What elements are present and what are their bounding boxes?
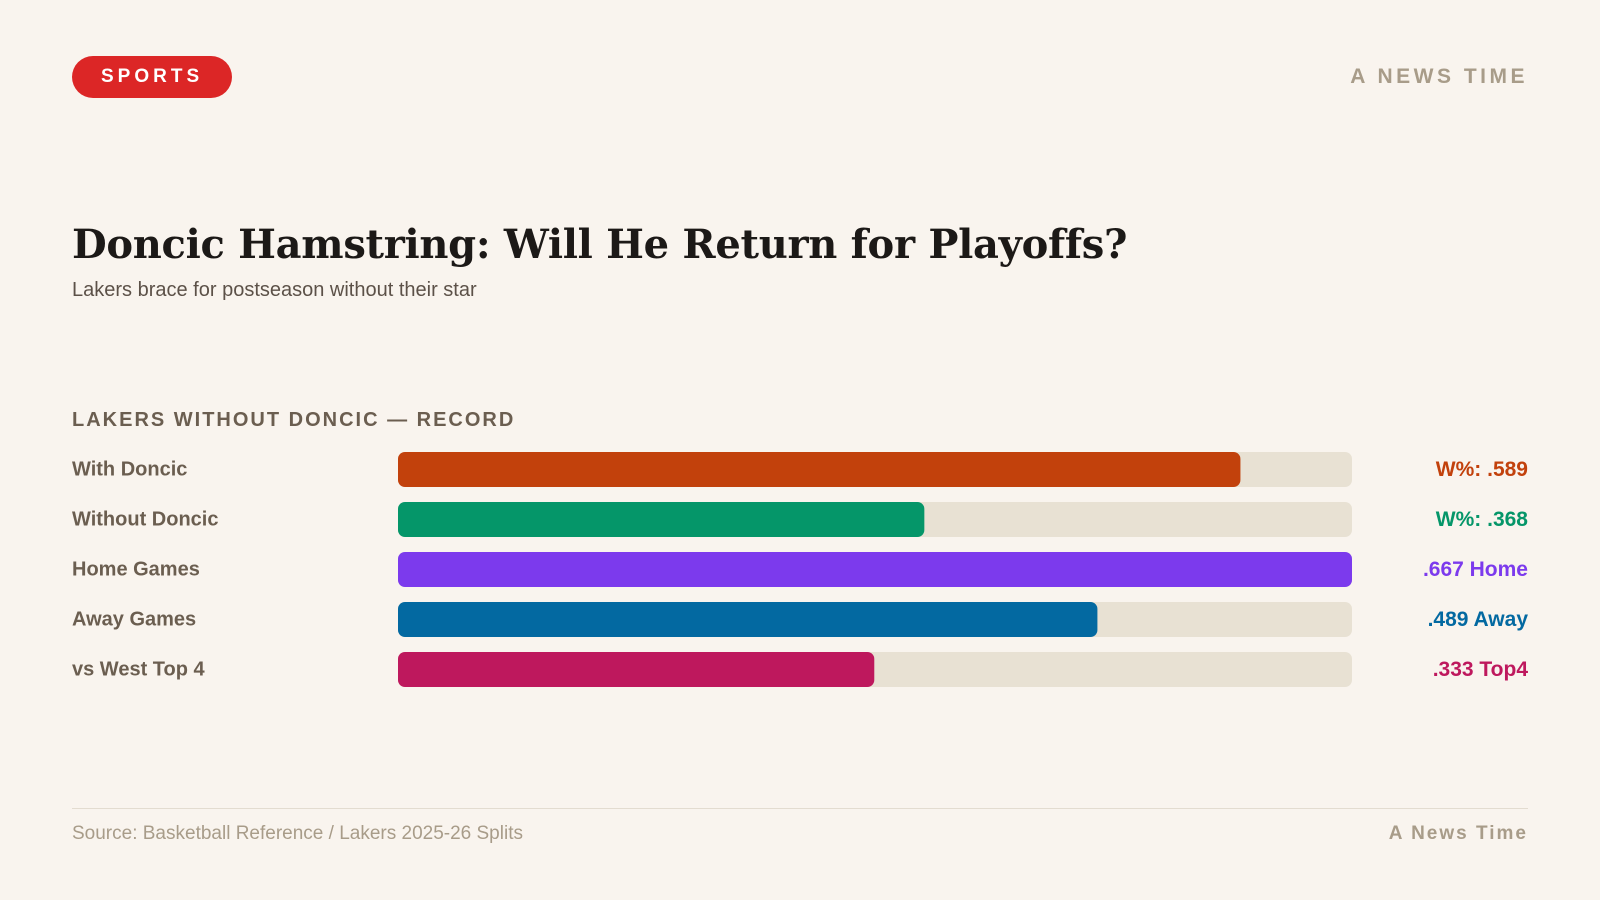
chart-title: LAKERS WITHOUT DONCIC — RECORD [72, 409, 516, 431]
bar-category-label: Home Games [72, 559, 200, 581]
bar-category-label: vs West Top 4 [72, 659, 206, 681]
bar-category-label: Away Games [72, 609, 196, 631]
brand-logo-text: A NEWS TIME [1350, 65, 1528, 88]
bar-value-label: W%: .368 [1436, 508, 1529, 531]
bar [398, 552, 1352, 587]
bar-category-label: Without Doncic [72, 509, 218, 531]
article-subtitle: Lakers brace for postseason without thei… [72, 279, 477, 301]
bar-value-label: .333 Top4 [1433, 658, 1529, 681]
bar-value-label: .667 Home [1423, 558, 1528, 581]
article-title: Doncic Hamstring: Will He Return for Pla… [72, 221, 1128, 268]
section-badge: SPORTS [72, 56, 233, 98]
bar-category-label: With Doncic [72, 459, 187, 481]
footer-brand: A News Time [1388, 823, 1528, 844]
bar [398, 602, 1098, 637]
bar [398, 502, 925, 537]
footer-divider [72, 808, 1528, 809]
bar [398, 452, 1241, 487]
bar-value-label: W%: .589 [1436, 458, 1528, 481]
source-note: Source: Basketball Reference / Lakers 20… [72, 823, 523, 844]
bar-value-label: .489 Away [1428, 608, 1529, 631]
bar [398, 652, 875, 687]
